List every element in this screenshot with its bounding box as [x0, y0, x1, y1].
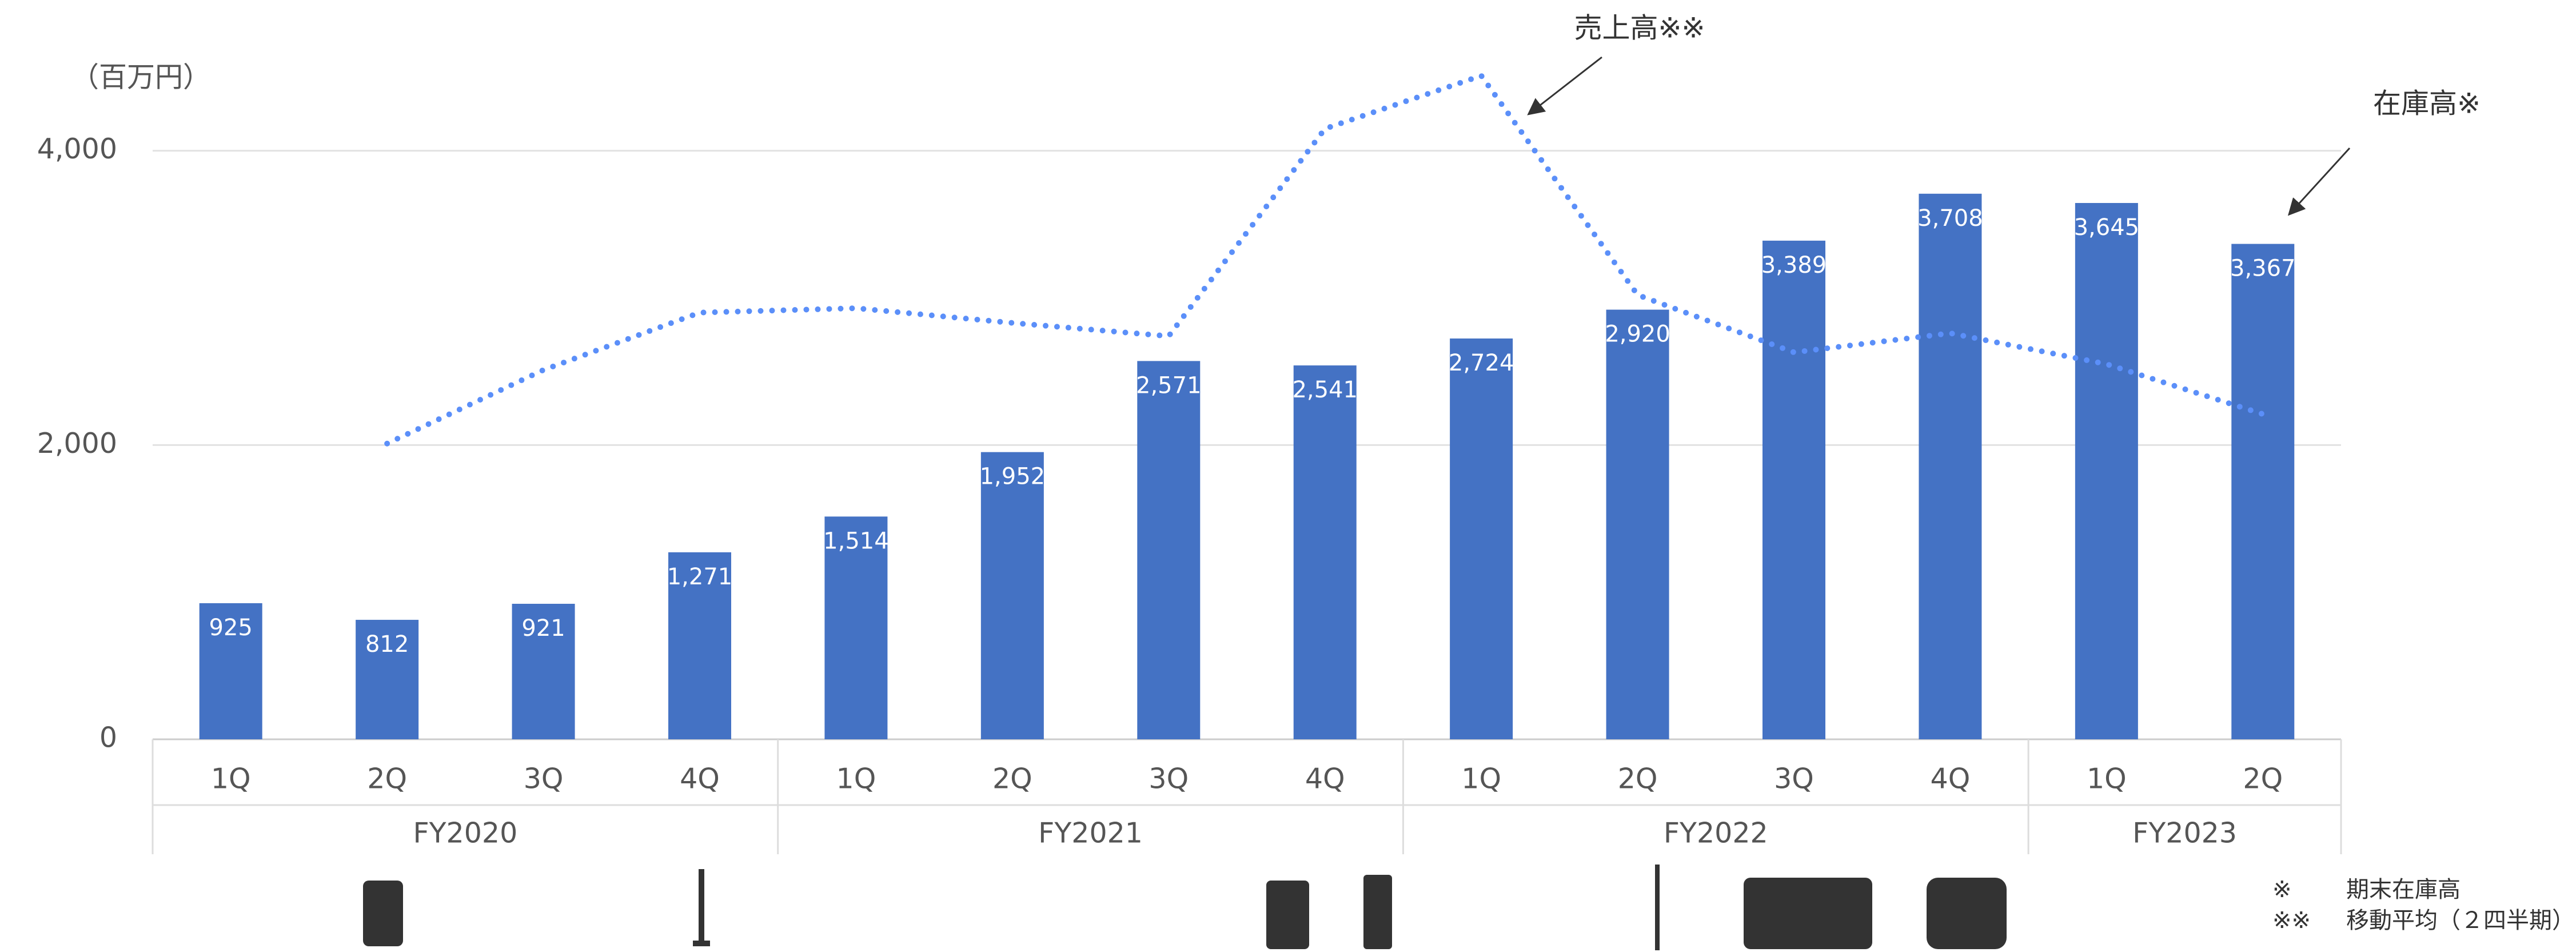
x-tick-label: 4Q	[1305, 763, 1345, 795]
x-tick-label: 3Q	[1774, 763, 1814, 795]
x-tick-label: 2Q	[1618, 763, 1658, 795]
group-label: FY2020	[413, 817, 517, 850]
value-label: 3,645	[2074, 214, 2140, 241]
x-tick-label: 2Q	[367, 763, 407, 795]
y-tick-label: 2,000	[37, 427, 117, 460]
bar-annotation: 在庫高※	[2373, 87, 2481, 120]
y-tick-label: 0	[99, 722, 117, 754]
bar	[1450, 338, 1513, 739]
footnote-mark: ※※	[2272, 907, 2311, 934]
value-label: 3,708	[1917, 205, 1983, 232]
x-tick-label: 3Q	[1149, 763, 1189, 795]
line-series	[384, 72, 2266, 447]
value-label: 3,389	[1761, 252, 1827, 278]
bar	[824, 516, 888, 739]
value-label: 925	[209, 615, 253, 641]
bar	[356, 620, 419, 739]
bar	[668, 552, 731, 739]
bar	[2075, 203, 2138, 739]
bar	[1293, 365, 1357, 739]
value-label: 1,952	[980, 464, 1046, 490]
x-tick-label: 2Q	[2243, 763, 2283, 795]
x-tick-label: 4Q	[1931, 763, 1971, 795]
group-label: FY2021	[1038, 817, 1143, 850]
bar	[1137, 361, 1201, 739]
value-label: 3,367	[2230, 256, 2296, 282]
value-label: 1,271	[667, 564, 733, 590]
line-annotation: 売上高※※	[1574, 12, 1705, 45]
bar	[2231, 244, 2295, 739]
value-label: 2,920	[1605, 321, 1670, 348]
bar	[1919, 193, 1982, 740]
x-tick-label: 1Q	[836, 763, 876, 795]
bar	[199, 603, 262, 739]
y-tick-label: 4,000	[37, 133, 117, 165]
x-tick-label: 1Q	[211, 763, 251, 795]
x-tick-label: 4Q	[680, 763, 720, 795]
unit-label: （百万円）	[71, 61, 211, 94]
value-label: 2,541	[1292, 377, 1358, 403]
value-label: 812	[365, 631, 409, 658]
footnote-text: 移動平均（２四半期）	[2346, 907, 2575, 934]
group-label: FY2022	[1664, 817, 1768, 850]
bar	[512, 603, 575, 739]
value-label: 1,514	[823, 528, 889, 554]
footnote-mark: ※	[2272, 877, 2292, 903]
bar	[1606, 309, 1669, 739]
bar	[1762, 240, 1825, 739]
x-tick-label: 3Q	[524, 763, 564, 795]
value-label: 2,571	[1136, 372, 1202, 399]
annotation-arrow	[2287, 147, 2351, 216]
x-tick-label: 1Q	[1461, 763, 1501, 795]
product-icons	[363, 865, 2007, 950]
x-tick-label: 1Q	[2087, 763, 2127, 795]
value-label: 2,724	[1449, 350, 1514, 376]
bar	[980, 452, 1044, 739]
group-label: FY2023	[2132, 817, 2237, 850]
annotation-arrow	[1527, 56, 1602, 115]
x-tick-label: 2Q	[992, 763, 1032, 795]
footnote-text: 期末在庫高	[2346, 877, 2461, 903]
value-label: 921	[521, 615, 565, 642]
